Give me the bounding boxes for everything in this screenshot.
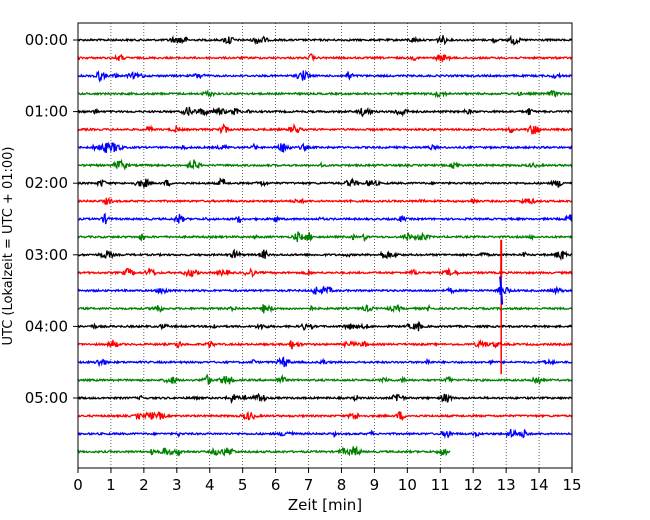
y-axis: 00:00 01:00 02:00 03:00 04:00 05:00 xyxy=(25,31,78,407)
x-tick-label: 2 xyxy=(139,476,149,494)
trace-row xyxy=(77,267,573,278)
trace-row xyxy=(77,212,573,225)
y-tick-label: 04:00 xyxy=(25,317,68,335)
trace-row xyxy=(77,106,573,118)
y-axis-label: UTC (Lokalzeit = UTC + 01:00) xyxy=(1,147,16,346)
trace-row xyxy=(77,303,573,314)
x-tick-label: 10 xyxy=(398,476,417,494)
x-tick-label: 8 xyxy=(337,476,347,494)
trace-row xyxy=(77,445,451,457)
x-tick-label: 15 xyxy=(562,476,581,494)
trace-row xyxy=(77,177,573,189)
trace-row xyxy=(77,196,573,205)
trace-row xyxy=(77,231,573,243)
trace-row xyxy=(77,428,573,439)
grid-lines xyxy=(110,23,540,468)
x-tick-label: 13 xyxy=(497,476,516,494)
y-tick-label: 03:00 xyxy=(25,246,68,264)
trace-row xyxy=(77,410,573,422)
trace-row xyxy=(77,34,573,46)
event-spike-blue xyxy=(499,276,504,305)
trace-row xyxy=(77,248,573,262)
x-axis: 0 1 2 3 4 5 6 7 8 9 10 11 12 13 14 15 xyxy=(73,468,582,494)
x-tick-label: 5 xyxy=(238,476,248,494)
trace-row xyxy=(77,141,573,153)
x-tick-label: 9 xyxy=(370,476,380,494)
x-tick-label: 0 xyxy=(73,476,83,494)
trace-row xyxy=(77,356,573,368)
x-tick-label: 4 xyxy=(205,476,215,494)
seismic-traces xyxy=(77,34,573,457)
trace-row xyxy=(77,123,573,136)
x-tick-label: 11 xyxy=(431,476,450,494)
x-tick-label: 3 xyxy=(172,476,182,494)
trace-row xyxy=(77,285,573,296)
y-tick-label: 02:00 xyxy=(25,174,68,192)
y-tick-label: 05:00 xyxy=(25,389,68,407)
trace-row xyxy=(77,320,573,332)
x-tick-label: 1 xyxy=(106,476,116,494)
x-tick-label: 6 xyxy=(271,476,281,494)
trace-row xyxy=(77,158,573,171)
x-axis-label: Zeit [min] xyxy=(288,496,362,514)
y-tick-label: 00:00 xyxy=(25,31,68,49)
x-tick-label: 7 xyxy=(304,476,314,494)
x-tick-label: 12 xyxy=(464,476,483,494)
plot-frame xyxy=(77,22,573,469)
trace-row xyxy=(77,392,573,405)
trace-row xyxy=(77,338,573,350)
trace-row xyxy=(77,88,573,99)
x-tick-label: 14 xyxy=(530,476,549,494)
trace-row xyxy=(77,69,573,83)
trace-row xyxy=(77,53,573,64)
trace-row xyxy=(77,373,573,386)
y-tick-label: 01:00 xyxy=(25,103,68,121)
